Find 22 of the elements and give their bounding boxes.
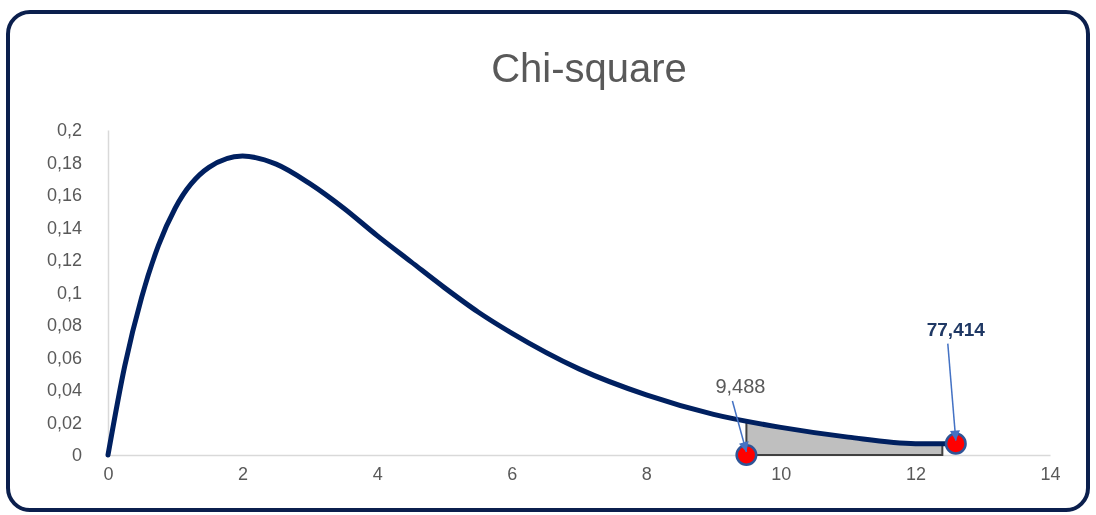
x-tick-label: 4 <box>372 463 383 484</box>
x-tick-label: 14 <box>1040 463 1061 484</box>
y-tick-label: 0,1 <box>56 282 82 303</box>
x-tick-label: 12 <box>905 463 926 484</box>
y-tick-label: 0,16 <box>46 185 82 206</box>
annotation: 77,414 <box>926 318 986 340</box>
x-tick-label: 6 <box>507 463 518 484</box>
chart-title: Chi-square <box>491 46 687 90</box>
y-tick-label: 0,18 <box>46 152 82 173</box>
y-tick-label: 0 <box>71 445 82 466</box>
y-tick-label: 0,2 <box>56 120 82 141</box>
y-tick-label: 0,08 <box>46 315 82 336</box>
y-tick-label: 0,06 <box>46 347 82 368</box>
x-tick-label: 8 <box>641 463 652 484</box>
y-tick-label: 0,02 <box>46 412 82 433</box>
x-tick-label: 2 <box>238 463 249 484</box>
annotation: 9,488 <box>715 375 766 397</box>
x-tick-label: 0 <box>103 463 114 484</box>
y-tick-label: 0,04 <box>46 380 82 401</box>
y-tick-label: 0,12 <box>46 250 82 271</box>
x-tick-label: 10 <box>771 463 792 484</box>
y-tick-label: 0,14 <box>46 217 82 238</box>
